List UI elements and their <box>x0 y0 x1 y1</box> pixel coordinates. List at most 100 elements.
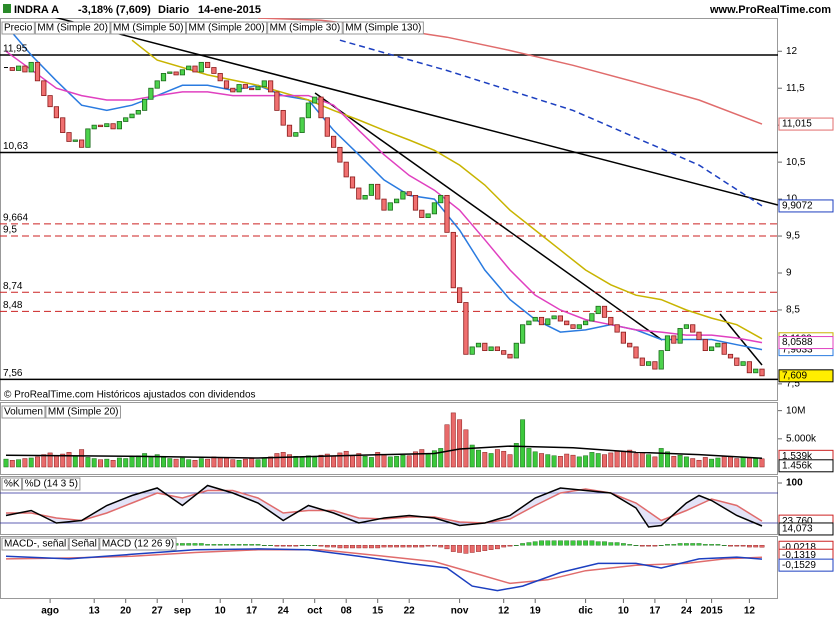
value-box <box>778 459 834 473</box>
value-label: -0,1529 <box>782 560 816 571</box>
level-label: 9,5 <box>3 225 17 236</box>
value-box <box>778 199 834 213</box>
candle <box>160 73 167 82</box>
candle <box>696 331 702 340</box>
volume-bar <box>9 459 15 468</box>
candle <box>230 87 236 93</box>
volume-bar <box>709 458 715 468</box>
volume-bar <box>179 457 185 468</box>
histogram-bar <box>450 545 456 552</box>
candle <box>236 84 242 93</box>
histogram-bar <box>312 545 318 546</box>
y-tick-label: 10M <box>786 405 805 416</box>
level-label: 8,48 <box>3 300 23 311</box>
x-tick-label: oct <box>307 606 323 617</box>
candle <box>330 135 337 148</box>
volume-bar <box>394 456 400 468</box>
candle <box>463 302 469 355</box>
histogram-bar <box>728 545 733 547</box>
legend-entry: MM (Simple 200) <box>189 23 265 34</box>
histogram-bar <box>690 543 696 546</box>
volume-bar <box>476 449 481 468</box>
histogram-bar <box>400 545 406 548</box>
volume-bar <box>60 453 66 468</box>
volume-bar <box>513 443 519 468</box>
histogram-bar <box>356 545 362 549</box>
volume-bar <box>53 455 59 468</box>
histogram-bar <box>702 544 708 546</box>
histogram-bar <box>482 545 488 551</box>
histogram-bar <box>463 545 469 554</box>
histogram-bar <box>753 545 759 548</box>
histogram-bar <box>444 545 450 550</box>
level-label: 10,63 <box>3 141 28 152</box>
candle <box>513 342 519 359</box>
histogram-bar <box>224 544 229 546</box>
legend-box <box>1 537 69 551</box>
histogram-bar <box>608 542 614 546</box>
histogram-bar <box>652 545 658 547</box>
candle <box>198 61 204 73</box>
candle <box>223 80 230 89</box>
volume-bar <box>488 453 494 468</box>
candle <box>34 61 41 82</box>
candle <box>79 139 85 148</box>
volume-bar <box>79 449 85 468</box>
value-label: 23,760 <box>782 516 813 527</box>
volume-bar <box>16 459 22 468</box>
candle <box>129 113 135 119</box>
volume-bar <box>665 451 670 468</box>
volume-bar <box>526 448 532 468</box>
candle <box>595 305 601 315</box>
volume-bar <box>261 457 267 468</box>
volume-bar <box>66 452 72 468</box>
stochastic-panel <box>0 476 778 535</box>
candle <box>412 194 419 211</box>
histogram-bar <box>476 545 481 552</box>
volume-bar <box>576 456 582 468</box>
legend-entry: Señal <box>71 539 97 550</box>
candle <box>702 339 708 352</box>
volume-plot <box>3 412 765 468</box>
candle <box>192 65 198 73</box>
candle <box>312 96 318 104</box>
histogram-bar <box>186 543 192 546</box>
candle <box>261 80 267 88</box>
series-line <box>6 488 763 524</box>
candle <box>154 80 160 89</box>
candle <box>173 71 179 76</box>
histogram-bar <box>759 545 765 548</box>
histogram-bar <box>425 545 431 547</box>
histogram-bar <box>432 545 437 547</box>
candle <box>148 87 154 100</box>
volume-bar <box>343 450 349 468</box>
candle <box>583 320 589 326</box>
histogram-bar <box>658 545 664 546</box>
candle <box>646 361 652 366</box>
candle <box>299 117 305 133</box>
volume-bar <box>746 457 752 468</box>
volume-bar <box>198 458 204 468</box>
legend-box <box>34 21 111 35</box>
level-label: 8,74 <box>3 281 23 292</box>
candle <box>746 361 753 374</box>
value-box <box>778 522 834 536</box>
x-tick-label: sep <box>174 606 191 617</box>
histogram-bar <box>387 545 393 548</box>
histogram-bar <box>274 545 280 547</box>
volume-bar <box>173 458 179 468</box>
histogram-bar <box>633 545 639 546</box>
candle <box>715 342 721 348</box>
legend-box <box>342 21 424 35</box>
candle <box>677 328 683 344</box>
x-tick-label: 12 <box>498 606 510 617</box>
y-tick-label: 9,5 <box>786 231 800 242</box>
volume-bar <box>312 457 318 468</box>
histogram-bar <box>602 541 607 546</box>
candle <box>15 65 22 71</box>
volume-bar <box>702 457 708 468</box>
histogram-bar <box>350 545 355 549</box>
candle <box>393 198 400 204</box>
volume-bar <box>318 454 324 468</box>
x-tick-label: 2015 <box>700 606 723 617</box>
